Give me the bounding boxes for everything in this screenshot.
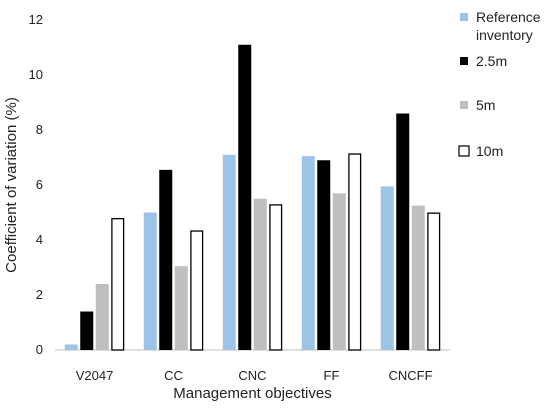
bar-v2047-series-3 <box>111 217 125 351</box>
y-axis-title: Coefficient of variation (%) <box>3 97 20 273</box>
bar-cnc-series-1 <box>238 44 252 350</box>
legend-label: Reference inventory <box>476 9 541 43</box>
y-tick-label: 8 <box>36 122 43 137</box>
legend-swatch <box>460 57 468 65</box>
legend-label: 10m <box>476 143 503 159</box>
legend-item: 5m <box>460 97 495 113</box>
y-tick-label: 6 <box>36 177 43 192</box>
x-tick-label: V2047 <box>76 368 114 383</box>
x-tick-label: CNC <box>238 368 266 383</box>
legend-item: Reference inventory <box>460 9 541 43</box>
bar-cnc-series-2 <box>253 198 267 350</box>
legend-label: 5m <box>476 97 495 113</box>
legend-item: 2.5m <box>460 53 507 69</box>
bar-cc-series-3 <box>190 230 204 351</box>
bar-cnc-series-0 <box>222 154 236 350</box>
bar-cc-series-1 <box>159 169 173 350</box>
bar-ff-series-0 <box>301 156 315 350</box>
bar-v2047-series-1 <box>80 311 94 350</box>
x-axis-title: Management objectives <box>173 385 331 402</box>
x-tick-label: FF <box>324 368 340 383</box>
bar-cncff-series-1 <box>396 113 410 350</box>
legend-label: 2.5m <box>476 53 507 69</box>
y-tick-label: 0 <box>36 342 43 357</box>
y-tick-label: 10 <box>29 67 43 82</box>
y-tick-label: 2 <box>36 287 43 302</box>
bar-cc-series-2 <box>174 266 188 350</box>
bar-cc-series-0 <box>143 212 157 350</box>
bar-ff-series-2 <box>332 193 346 350</box>
y-tick-label: 4 <box>36 232 43 247</box>
bar-cnc-series-3 <box>269 204 283 351</box>
bar-v2047-series-0 <box>64 344 78 350</box>
legend-swatch <box>458 145 470 157</box>
y-tick-label: 12 <box>29 12 43 27</box>
bar-cncff-series-2 <box>411 205 425 350</box>
bar-ff-series-1 <box>317 160 331 350</box>
x-tick-label: CC <box>164 368 183 383</box>
bar-v2047-series-2 <box>95 284 109 350</box>
legend-swatch <box>460 101 468 109</box>
bar-cncff-series-0 <box>380 186 394 350</box>
legend: Reference inventory 2.5m 5m 10m <box>458 9 541 159</box>
legend-swatch <box>460 13 468 21</box>
legend-item: 10m <box>458 143 503 159</box>
bar-ff-series-3 <box>348 153 362 351</box>
bars-layer <box>64 44 441 351</box>
bar-cncff-series-3 <box>427 212 441 351</box>
x-tick-label: CNCFF <box>388 368 432 383</box>
